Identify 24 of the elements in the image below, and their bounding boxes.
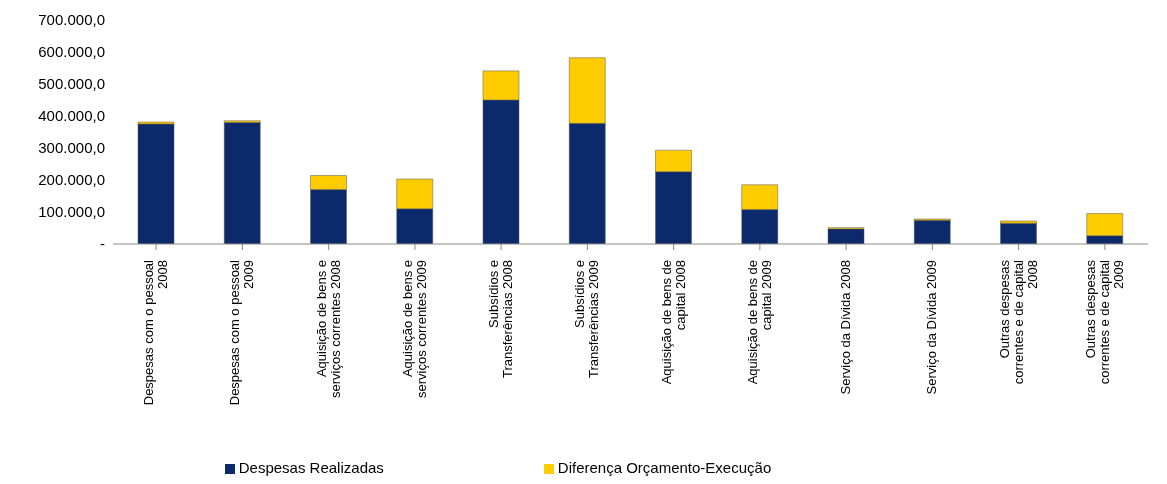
x-tick-label: Serviço da Dívida 2008 [838, 260, 854, 395]
bar [137, 123, 175, 244]
x-tick-label: Despesas com o pessoal 2008 [141, 259, 171, 406]
x-tick-label: Outras despesas correntes e de capital 2008 [996, 259, 1040, 385]
bar [914, 220, 951, 244]
y-tick-label: 500.000,0 [38, 75, 105, 93]
bar [224, 122, 261, 244]
x-tick-label: Aquisição de bens de capital 2008 [658, 260, 688, 385]
legend-label: Diferença Orçamento-Execução [557, 459, 772, 476]
legend-label: Despesas Realizadas [238, 459, 384, 476]
y-tick-label: 600.000,0 [38, 43, 105, 61]
y-tick-label: - [100, 235, 105, 253]
y-tick-label: 400.000,0 [38, 107, 105, 125]
x-tick-label: Subsídios e Transferências 2009 [572, 260, 602, 379]
x-tick-label: Serviço da Dívida 2009 [924, 260, 940, 395]
x-tick-label: Aquisição de bens e serviços correntes 2008 [313, 260, 343, 399]
x-tick-label: Despesas com o pessoal 2009 [227, 259, 257, 406]
y-tick-label: 200.000,0 [38, 171, 105, 189]
x-tick-label: Aquisição de bens de capital 2009 [744, 260, 774, 385]
y-tick-label: 100.000,0 [38, 203, 105, 221]
x-tick-label: Outras despesas correntes e de capital 2009 [1082, 259, 1126, 385]
bar [1000, 222, 1037, 244]
y-tick-label: 300.000,0 [38, 139, 105, 157]
y-tick-label: 700.000,0 [38, 11, 105, 29]
